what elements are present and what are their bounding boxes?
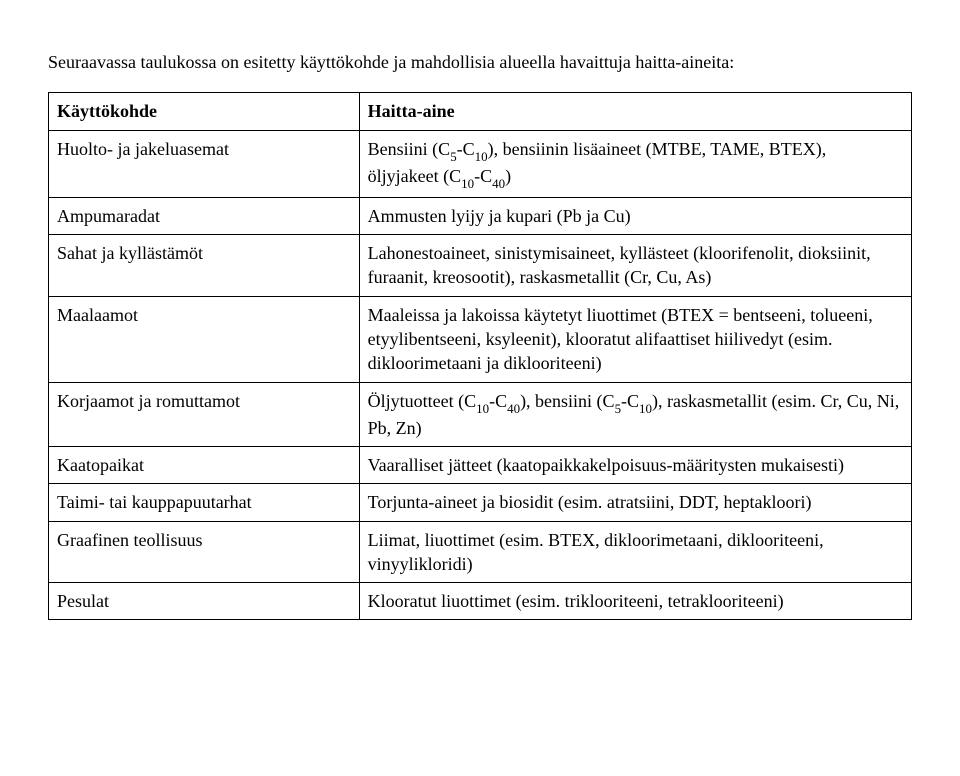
cell-left: Graafinen teollisuus	[49, 521, 360, 583]
header-left: Käyttökohde	[49, 93, 360, 130]
cell-left: Taimi- tai kauppapuutarhat	[49, 484, 360, 521]
subscript: 10	[639, 401, 652, 416]
subscript: 40	[492, 176, 505, 191]
table-row: Taimi- tai kauppapuutarhat Torjunta-aine…	[49, 484, 912, 521]
cell-left: Sahat ja kyllästämöt	[49, 235, 360, 297]
table-row: Sahat ja kyllästämöt Lahonestoaineet, si…	[49, 235, 912, 297]
table-row: Maalaamot Maaleissa ja lakoissa käytetyt…	[49, 296, 912, 382]
cell-right: Lahonestoaineet, sinistymisaineet, kyllä…	[359, 235, 911, 297]
subscript: 40	[507, 401, 520, 416]
cell-right: Ammusten lyijy ja kupari (Pb ja Cu)	[359, 197, 911, 234]
cell-right: Öljytuotteet (C10-C40), bensiini (C5-C10…	[359, 382, 911, 446]
table-row: Graafinen teollisuus Liimat, liuottimet …	[49, 521, 912, 583]
subscript: 5	[450, 149, 456, 164]
subscript: 10	[476, 401, 489, 416]
cell-right: Bensiini (C5-C10), bensiinin lisäaineet …	[359, 130, 911, 197]
table-row: Huolto- ja jakeluasemat Bensiini (C5-C10…	[49, 130, 912, 197]
intro-paragraph: Seuraavassa taulukossa on esitetty käytt…	[48, 50, 912, 74]
cell-left: Kaatopaikat	[49, 446, 360, 483]
cell-left: Ampumaradat	[49, 197, 360, 234]
cell-left: Korjaamot ja romuttamot	[49, 382, 360, 446]
cell-left: Huolto- ja jakeluasemat	[49, 130, 360, 197]
subscript: 5	[615, 401, 621, 416]
table-row: Korjaamot ja romuttamot Öljytuotteet (C1…	[49, 382, 912, 446]
text-run: -C	[474, 166, 492, 186]
table-row: Pesulat Klooratut liuottimet (esim. trik…	[49, 583, 912, 620]
cell-right: Vaaralliset jätteet (kaatopaikkakelpoisu…	[359, 446, 911, 483]
text-run: -C	[489, 391, 507, 411]
table-header-row: Käyttökohde Haitta-aine	[49, 93, 912, 130]
subscript: 10	[461, 176, 474, 191]
cell-left: Maalaamot	[49, 296, 360, 382]
text-run: -C	[457, 139, 475, 159]
header-right: Haitta-aine	[359, 93, 911, 130]
table-row: Kaatopaikat Vaaralliset jätteet (kaatopa…	[49, 446, 912, 483]
cell-right: Klooratut liuottimet (esim. triklooritee…	[359, 583, 911, 620]
text-run: Bensiini (C	[368, 139, 451, 159]
substances-table: Käyttökohde Haitta-aine Huolto- ja jakel…	[48, 92, 912, 620]
cell-left: Pesulat	[49, 583, 360, 620]
cell-right: Liimat, liuottimet (esim. BTEX, dikloori…	[359, 521, 911, 583]
text-run: Öljytuotteet (C	[368, 391, 476, 411]
text-run: ), bensiini (C	[520, 391, 615, 411]
cell-right: Torjunta-aineet ja biosidit (esim. atrat…	[359, 484, 911, 521]
subscript: 10	[475, 149, 488, 164]
text-run: )	[505, 166, 511, 186]
cell-right: Maaleissa ja lakoissa käytetyt liuottime…	[359, 296, 911, 382]
table-row: Ampumaradat Ammusten lyijy ja kupari (Pb…	[49, 197, 912, 234]
text-run: -C	[621, 391, 639, 411]
